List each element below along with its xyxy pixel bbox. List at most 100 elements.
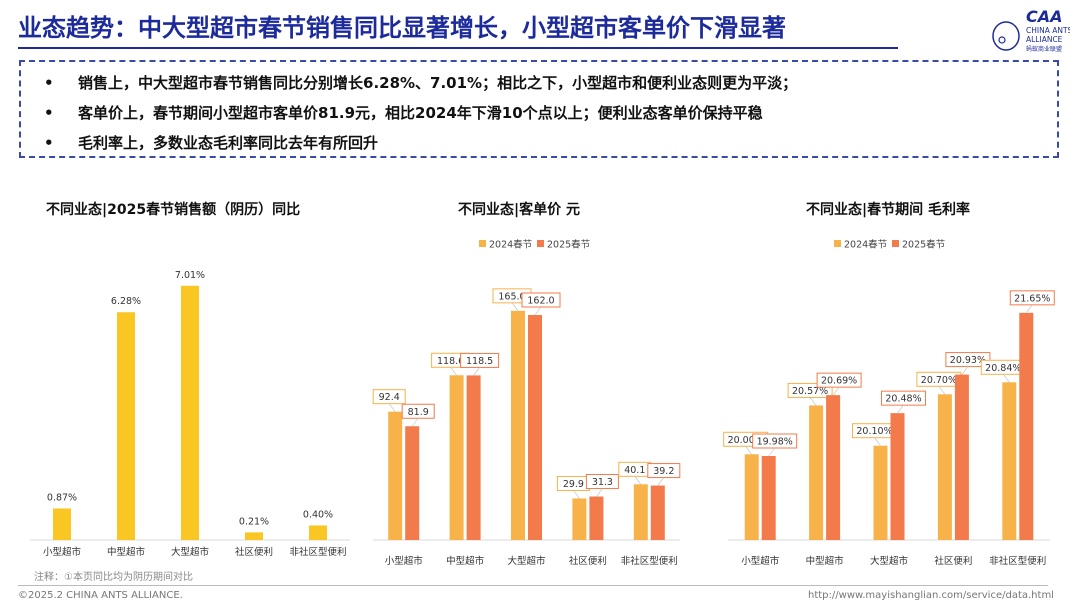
chart-3-bar	[761, 456, 776, 540]
chart-2-leader-line	[450, 367, 457, 376]
chart-2-tick-label: 大型超市	[507, 555, 546, 567]
chart-2-legend-swatch	[479, 240, 486, 247]
chart-2-leader-line	[634, 476, 642, 485]
bullet-dot: •	[44, 74, 54, 92]
chart-3-bar	[809, 405, 824, 540]
chart-2-bar	[650, 485, 665, 540]
chart-3-data-label: 20.93%	[950, 355, 986, 366]
caa-logo: CAA CHINA ANTS ALLIANCE 蚂蚁商业联盟	[990, 6, 1073, 54]
copyright: ©2025.2 CHINA ANTS ALLIANCE.	[18, 590, 183, 601]
chart-3-data-label-box	[980, 359, 1026, 375]
chart-1-data-label: 6.28%	[111, 296, 141, 307]
chart-2-leader-line	[473, 367, 480, 376]
chart-2-title: 不同业态|客单价 元	[458, 202, 580, 218]
chart-3-data-label-box	[787, 382, 833, 398]
chart-1-bar	[53, 508, 71, 540]
chart-1-bar	[245, 532, 263, 540]
title-underline	[18, 47, 898, 49]
chart-2-data-label: 29.9	[563, 479, 584, 490]
chart-2-legend-label: 2025春节	[547, 239, 590, 251]
chart-2-leader-line	[573, 490, 580, 499]
bullet-dot: •	[44, 134, 54, 152]
chart-3-data-label: 19.98%	[757, 437, 793, 448]
chart-3-bar	[1019, 312, 1034, 540]
chart-1-tick-label: 社区便利	[235, 546, 273, 558]
chart-3-leader-line	[874, 437, 881, 446]
bullet-text: 客单价上，春节期间小型超市客单价81.9元，相比2024年下滑10个点以上；便利…	[78, 104, 763, 122]
chart-2-bar	[633, 484, 648, 540]
chart-1-data-label: 7.01%	[175, 270, 205, 281]
chart-3-data-label-box	[881, 390, 926, 406]
bullet-dot: •	[44, 104, 54, 122]
chart-2-data-label-box	[521, 292, 561, 308]
chart-2-tick-label: 中型超市	[446, 555, 485, 567]
chart-1-tick-label: 中型超市	[107, 546, 146, 558]
chart-2-tick-label: 社区便利	[569, 555, 607, 567]
chart-2-data-label: 118.5	[466, 356, 493, 367]
chart-2-leader-line	[596, 488, 603, 497]
chart-3-data-label: 20.10%	[856, 426, 892, 437]
bullet-margin: • 毛利率上，多数业态毛利率同比去年有所回升	[44, 132, 378, 153]
chart-2-data-label: 162.0	[527, 296, 554, 307]
chart-3-data-label-box	[945, 352, 991, 368]
chart-3-data-label: 20.00%	[728, 435, 764, 446]
page-title: 业态趋势：中大型超市春节销售同比显著增长，小型超市客单价下滑显著	[18, 14, 786, 42]
chart-2-data-label: 165.0	[498, 291, 525, 302]
chart-2-data-label-box	[618, 461, 652, 477]
summary-box	[19, 60, 1059, 158]
chart-3-bar	[744, 454, 759, 540]
chart-2-data-label: 81.9	[408, 407, 429, 418]
chart-3-data-label-box	[852, 423, 897, 439]
logo-line-3: 蚂蚁商业联盟	[1026, 45, 1062, 53]
chart-3-bar	[890, 413, 905, 540]
chart-3-data-label-box	[916, 371, 962, 387]
chart-2-leader-line	[411, 418, 419, 427]
chart-1-bar	[309, 525, 327, 540]
chart-2-bar	[466, 375, 481, 540]
logo-line-1: CHINA ANTS	[1026, 26, 1070, 35]
chart-3-legend-swatch	[892, 240, 899, 247]
chart-1-tick-label: 小型超市	[43, 546, 82, 558]
chart-3-data-label-box	[723, 431, 769, 447]
chart-3-tick-label: 社区便利	[934, 555, 972, 567]
chart-3-data-label: 20.69%	[821, 376, 857, 387]
logo-mark-text: CAA	[1026, 7, 1063, 26]
chart-3-tick-label: 非社区型便利	[989, 555, 1046, 567]
chart-2-leader-line	[657, 477, 665, 486]
chart-2-data-label: 118.6	[437, 356, 464, 367]
chart-3-leader-line	[768, 447, 775, 457]
chart-2-bar	[388, 411, 403, 540]
chart-3-data-label: 20.57%	[792, 386, 828, 397]
chart-2-bar	[528, 315, 542, 540]
chart-2-bar	[572, 498, 587, 540]
chart-1-data-label: 0.87%	[47, 492, 77, 503]
chart-2-tick-label: 非社区型便利	[621, 555, 678, 567]
chart-3-bar	[826, 395, 841, 540]
chart-3-data-label-box	[752, 433, 798, 449]
footnote: 注释：①本页同比均为阴历期间对比	[34, 572, 193, 583]
chart-3-data-label-box	[816, 372, 862, 388]
chart-3-tick-label: 大型超市	[870, 555, 909, 567]
chart-2-leader-line	[511, 302, 519, 312]
chart-1-data-label: 0.21%	[239, 516, 269, 527]
chart-1-title: 不同业态|2025春节销售额（阴历）同比	[46, 202, 301, 218]
chart-3-legend-label: 2024春节	[844, 239, 887, 251]
chart-2-data-label-box	[460, 352, 500, 368]
chart-3-leader-line	[897, 404, 904, 414]
chart-3-bar	[1002, 382, 1017, 540]
bullet-basket: • 客单价上，春节期间小型超市客单价81.9元，相比2024年下滑10个点以上；便…	[44, 102, 763, 123]
chart-2-data-label-box	[401, 403, 435, 419]
chart-2-legend-label: 2024春节	[489, 239, 532, 251]
logo-mark-icon: CAA CHINA ANTS ALLIANCE 蚂蚁商业联盟	[992, 7, 1073, 53]
chart-3-leader-line	[961, 366, 969, 375]
chart-1-data-label: 0.40%	[303, 509, 333, 520]
chart-3-data-label: 20.48%	[885, 394, 921, 405]
chart-2-data-label-box	[585, 474, 619, 490]
chart-2-data-label-box	[647, 463, 681, 479]
chart-2-legend-swatch	[537, 240, 544, 247]
chart-3-leader-line	[938, 386, 946, 395]
chart-1-bar	[181, 285, 199, 540]
chart-3-leader-line	[809, 397, 817, 406]
chart-3-leader-line	[745, 446, 752, 455]
chart-3-data-label: 20.84%	[985, 363, 1021, 374]
